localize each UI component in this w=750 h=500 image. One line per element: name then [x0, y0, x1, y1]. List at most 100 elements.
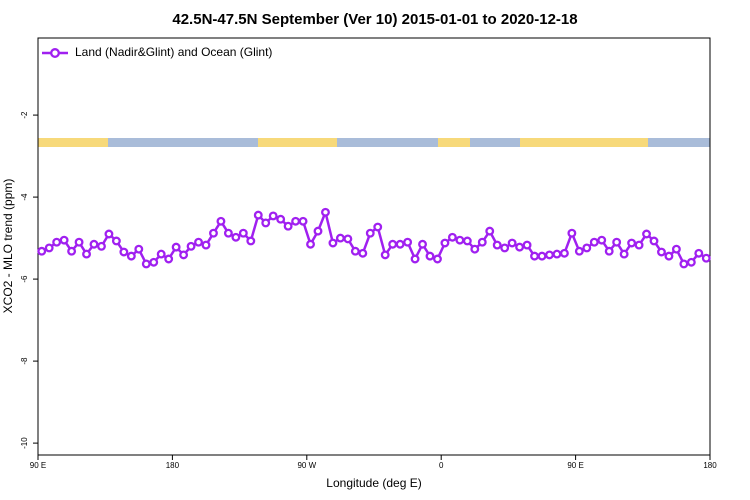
point-marker: [321, 207, 330, 217]
point-marker: [59, 235, 69, 245]
point-marker: [335, 233, 345, 243]
point-marker: [253, 210, 263, 220]
point-marker: [664, 251, 674, 261]
point-marker: [515, 242, 525, 252]
y-tick-label: -2: [20, 111, 29, 119]
point-marker: [111, 236, 121, 246]
point-marker: [306, 239, 315, 249]
point-marker: [619, 249, 629, 259]
point-marker: [574, 246, 584, 256]
point-marker: [343, 234, 353, 244]
point-marker: [477, 237, 487, 247]
y-tick-label: -8: [20, 357, 29, 365]
point-marker: [350, 246, 360, 256]
land-ocean-strip: [38, 138, 710, 147]
point-marker: [164, 254, 174, 264]
plot-frame: [37, 37, 711, 456]
point-marker: [328, 238, 338, 248]
x-tick-label: 180: [703, 461, 717, 470]
point-marker: [604, 246, 614, 256]
point-marker: [679, 259, 689, 269]
y-tick-label: -10: [20, 437, 29, 449]
x-tick-label: 90 E: [30, 461, 46, 470]
point-marker: [104, 229, 114, 239]
point-marker: [701, 253, 711, 263]
point-marker: [268, 211, 278, 221]
point-marker: [373, 222, 383, 232]
point-marker: [537, 251, 547, 261]
chart-title: 42.5N-47.5N September (Ver 10) 2015-01-0…: [172, 11, 577, 28]
y-axis-label: XCO2 - MLO trend (ppm): [1, 179, 15, 314]
x-axis-label: Longitude (deg E): [326, 476, 421, 490]
point-marker: [462, 236, 472, 246]
point-marker: [522, 240, 532, 250]
point-marker: [425, 251, 435, 261]
point-marker: [485, 226, 495, 236]
point-marker: [589, 237, 599, 247]
point-marker: [634, 240, 644, 250]
point-marker: [223, 228, 233, 238]
point-marker: [298, 216, 308, 226]
x-tick-label: 90 W: [297, 461, 316, 470]
point-marker: [642, 229, 651, 239]
point-marker: [410, 254, 420, 264]
point-marker: [238, 228, 248, 238]
point-marker: [627, 238, 637, 248]
point-marker: [388, 239, 398, 249]
point-marker: [440, 238, 450, 248]
point-marker: [201, 240, 211, 250]
point-marker: [97, 241, 106, 251]
point-marker: [612, 237, 622, 247]
point-marker: [276, 214, 286, 224]
point-marker: [209, 228, 218, 238]
point-marker: [149, 257, 159, 267]
point-marker: [559, 248, 569, 258]
point-marker: [82, 249, 91, 259]
point-marker: [67, 246, 77, 256]
point-marker: [500, 243, 510, 253]
point-marker: [141, 259, 151, 269]
point-marker: [231, 232, 241, 242]
x-tick-label: 180: [166, 461, 180, 470]
point-marker: [246, 236, 256, 246]
x-tick-label: 0: [439, 461, 444, 470]
point-marker: [119, 247, 129, 257]
point-marker: [530, 251, 539, 261]
point-marker: [358, 248, 368, 258]
point-marker: [179, 250, 189, 260]
point-marker: [418, 239, 427, 249]
point-marker: [126, 251, 136, 261]
point-marker: [37, 246, 47, 256]
point-marker: [694, 248, 704, 258]
point-marker: [597, 235, 607, 245]
point-marker: [552, 249, 562, 259]
point-marker: [657, 247, 666, 257]
point-marker: [52, 237, 62, 247]
point-marker: [545, 250, 554, 260]
point-marker: [365, 228, 375, 238]
point-marker: [134, 244, 144, 254]
point-marker: [291, 216, 301, 226]
point-marker: [582, 243, 592, 253]
point-marker: [567, 228, 577, 238]
point-marker: [380, 250, 390, 260]
point-marker: [194, 237, 203, 247]
x-tick-label: 90 E: [567, 461, 583, 470]
series-line: [41, 208, 707, 266]
point-marker: [395, 239, 405, 249]
legend-label: Land (Nadir&Glint) and Ocean (Glint): [75, 45, 272, 59]
point-marker: [507, 238, 517, 248]
point-marker: [447, 232, 457, 242]
legend-marker: [50, 48, 60, 58]
point-marker: [261, 218, 271, 228]
point-marker: [470, 244, 480, 254]
point-marker: [649, 236, 659, 246]
point-marker: [186, 241, 196, 251]
point-marker: [44, 243, 54, 253]
point-marker: [216, 216, 226, 226]
point-marker: [686, 257, 696, 267]
point-marker: [433, 254, 442, 264]
point-marker: [74, 237, 84, 247]
point-marker: [156, 249, 166, 259]
